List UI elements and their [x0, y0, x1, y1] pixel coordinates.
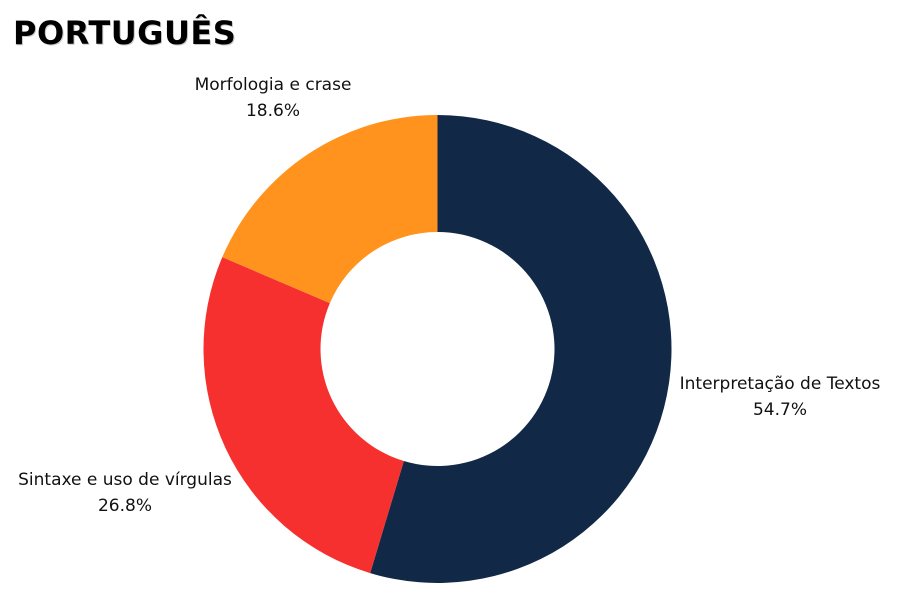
slice-sintaxe-e-uso-de-virgulas — [203, 257, 404, 574]
slice-value-label: 26.8% — [98, 496, 152, 516]
slice-value-label: 18.6% — [246, 101, 300, 121]
slice-morfologia-e-crase — [222, 115, 438, 304]
slice-interpretacao-de-textos — [370, 115, 672, 583]
slice-value-label: 54.7% — [753, 400, 807, 420]
slice-label: Morfologia e crase — [195, 75, 352, 95]
slice-label: Interpretação de Textos — [680, 374, 881, 394]
chart-title: PORTUGUÊS — [13, 14, 237, 52]
slice-label: Sintaxe e uso de vírgulas — [18, 470, 232, 490]
donut-slices — [203, 115, 672, 583]
slice-labels: Interpretação de Textos 54.7% Sintaxe e us… — [18, 75, 880, 516]
